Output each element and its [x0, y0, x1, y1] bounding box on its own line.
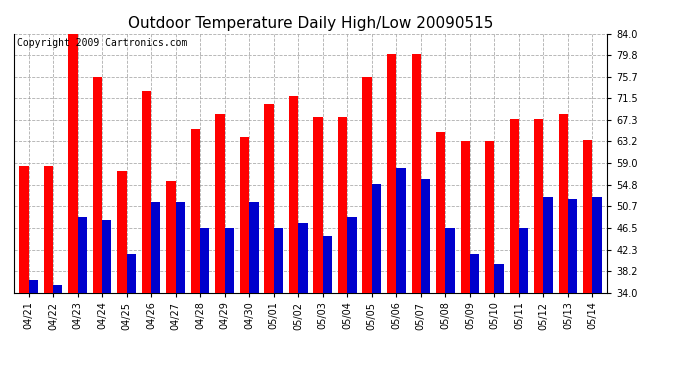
Bar [117, 171, 126, 292]
Bar [313, 117, 323, 292]
Bar [191, 129, 200, 292]
Bar [126, 254, 136, 292]
Bar [460, 141, 470, 292]
Title: Outdoor Temperature Daily High/Low 20090515: Outdoor Temperature Daily High/Low 20090… [128, 16, 493, 31]
Bar [347, 217, 357, 292]
Bar [559, 114, 568, 292]
Bar [372, 184, 381, 292]
Bar [92, 77, 102, 292]
Bar [298, 223, 308, 292]
Bar [495, 264, 504, 292]
Bar [274, 228, 283, 292]
Bar [445, 228, 455, 292]
Bar [53, 285, 62, 292]
Bar [249, 202, 259, 292]
Bar [411, 54, 421, 292]
Bar [485, 141, 495, 292]
Text: Copyright 2009 Cartronics.com: Copyright 2009 Cartronics.com [17, 38, 187, 48]
Bar [142, 91, 151, 292]
Bar [215, 114, 225, 292]
Bar [176, 202, 185, 292]
Bar [534, 119, 544, 292]
Bar [166, 181, 176, 292]
Bar [240, 137, 249, 292]
Bar [510, 119, 519, 292]
Bar [338, 117, 347, 292]
Bar [568, 200, 578, 292]
Bar [200, 228, 210, 292]
Bar [289, 96, 298, 292]
Bar [43, 166, 53, 292]
Bar [323, 236, 332, 292]
Bar [68, 34, 77, 292]
Bar [396, 168, 406, 292]
Bar [362, 77, 372, 292]
Bar [19, 166, 28, 292]
Bar [102, 220, 111, 292]
Bar [519, 228, 529, 292]
Bar [28, 280, 38, 292]
Bar [151, 202, 161, 292]
Bar [544, 197, 553, 292]
Bar [225, 228, 234, 292]
Bar [387, 54, 396, 292]
Bar [470, 254, 479, 292]
Bar [264, 104, 274, 292]
Bar [436, 132, 445, 292]
Bar [421, 178, 430, 292]
Bar [583, 140, 593, 292]
Bar [593, 197, 602, 292]
Bar [77, 217, 87, 292]
